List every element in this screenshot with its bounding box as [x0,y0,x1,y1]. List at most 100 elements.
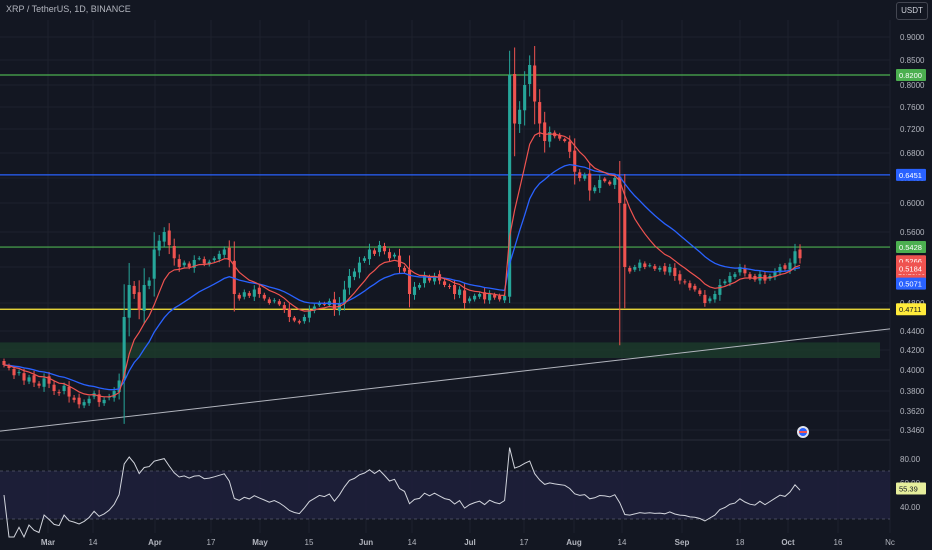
rsi-tick-label: 40.00 [900,503,921,512]
candle-body [688,283,692,288]
price-tick-label: 0.9000 [900,33,925,42]
candle-body [192,260,196,268]
candle-body [703,294,707,303]
candle-body [257,287,261,294]
candle-body [392,254,397,257]
candlestick-series [2,46,802,424]
candle-body [32,375,36,383]
ema-red-price-label: 0.5184 [899,264,922,273]
time-tick-label: 14 [89,538,98,547]
time-tick-label: Apr [148,538,162,547]
candle-body [463,290,467,303]
candle-body [237,294,241,299]
candle-body [538,102,542,124]
candle-body [533,65,537,102]
candle-body [783,265,787,269]
candle-body [117,380,121,393]
candle-body [132,285,136,294]
candle-body [603,178,607,182]
price-tick-label: 0.7200 [900,125,925,134]
candle-body [558,135,562,139]
time-tick-label: 17 [520,538,529,547]
candle-body [322,303,326,305]
rsi-band [0,471,890,519]
candle-body [307,310,311,318]
candle-body [578,172,582,178]
candle-body [543,122,547,141]
candle-body [167,230,171,246]
rsi-value-label: 55.39 [899,485,918,494]
candle-body [718,285,722,295]
candle-body [402,267,407,272]
candle-body [417,285,422,288]
price-tick-label: 0.4200 [900,346,925,355]
candle-body [698,290,702,294]
candle-body [387,252,392,259]
candle-body [147,280,151,286]
trendline-line [0,328,891,432]
price-tick-label: 0.5600 [900,228,925,237]
candle-body [217,253,221,260]
rsi-panel [0,447,890,539]
candle-body [347,276,351,288]
candle-body [633,267,637,270]
price-tick-label: 0.4000 [900,366,925,375]
candle-body [443,281,447,285]
candle-body [478,294,482,297]
candle-body [663,266,667,272]
candle-body [292,317,296,321]
candle-body [518,109,522,125]
candle-body [52,384,56,391]
price-tick-label: 0.6000 [900,199,925,208]
candle-body [302,317,306,322]
candle-body [102,399,106,404]
price-tick-label: 0.8000 [900,81,925,90]
candle-body [458,289,462,295]
candle-body [528,65,532,84]
time-axis[interactable]: Mar 14 Apr 17 May 15 Jun 14 Jul 17 Aug 14 Sep 18 Oct 16… [41,538,895,547]
candle-body [242,292,246,297]
candle-body [608,181,612,185]
candle-body [62,385,66,391]
candle-body [432,276,437,282]
candle-body [643,263,647,267]
candle-body [297,321,301,323]
chart-title: XRP / TetherUS, 1D, BINANCE [6,4,131,14]
candle-body [172,246,176,259]
event-flag-icon-stripe [799,431,807,433]
candle-body [357,262,361,273]
currency-button[interactable]: USDT [896,2,928,20]
candle-body [57,392,61,394]
candle-body [498,295,502,300]
candle-body [593,187,597,192]
candle-body [382,246,387,252]
ema-blue-price-label-bg [896,277,926,290]
candle-body [513,74,517,124]
time-tick-label: 14 [618,538,627,547]
time-tick-label: Oct [781,538,795,547]
candle-body [573,150,577,172]
candle-body [743,267,747,274]
candle-body [362,258,367,261]
support-zone [0,342,880,358]
candle-body [668,267,672,273]
candle-body [272,300,276,302]
ema-blue-line [3,163,801,391]
price-tick-label: 0.8500 [900,56,925,65]
candle-body [723,281,727,284]
candle-body [693,285,697,290]
candle-body [778,267,782,273]
candle-body [202,259,206,264]
price-tick-label: 0.3800 [900,387,925,396]
candle-body [773,271,777,277]
candle-body [97,394,101,403]
candle-body [152,249,156,279]
candle-body [628,267,632,272]
candle-body [548,132,552,142]
candle-body [453,285,457,294]
moving-averages [3,132,801,398]
candle-body [267,299,271,303]
price-tick-label: 0.7600 [900,103,925,112]
